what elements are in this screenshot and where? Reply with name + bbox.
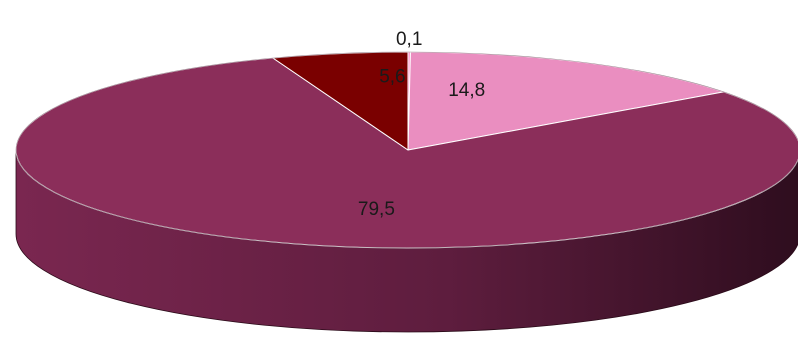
- pie-top-layer: [15, 51, 798, 249]
- pie-label-layer: 0,1 14,8 79,5 5,6: [358, 29, 485, 220]
- slice-label-0: 0,1: [396, 29, 422, 50]
- pie-top-outline: [15, 51, 798, 249]
- slice-label-1: 14,8: [448, 80, 485, 101]
- slice-label-2: 79,5: [358, 199, 395, 220]
- slice-label-3: 5,6: [379, 67, 405, 88]
